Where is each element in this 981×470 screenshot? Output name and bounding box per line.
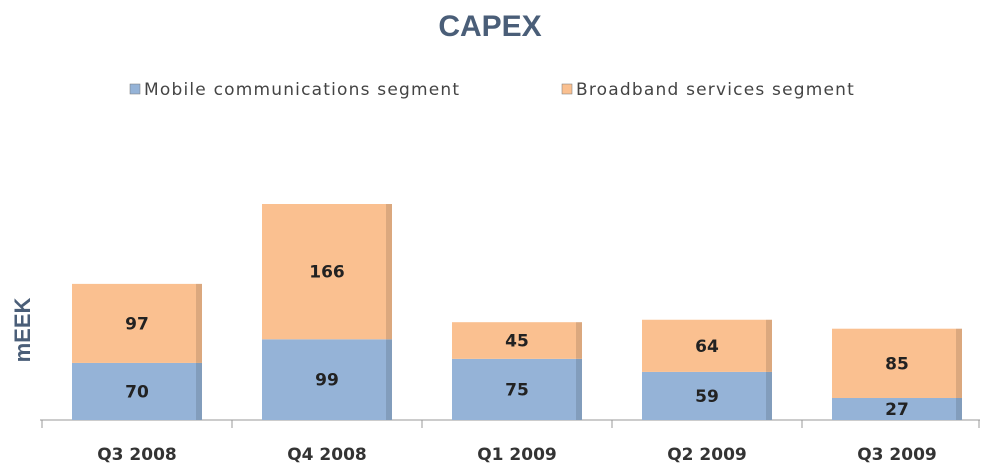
- bar-segment: [72, 283, 202, 363]
- bar-shade: [766, 371, 772, 420]
- x-tick-label: Q3 2009: [857, 445, 937, 465]
- bar-segment: [642, 319, 772, 372]
- bar-segment: [452, 358, 582, 420]
- bar-shade: [196, 362, 202, 420]
- legend-marker: [129, 83, 141, 95]
- value-label: 85: [885, 354, 909, 374]
- value-label: 27: [885, 400, 909, 420]
- legend-label: Broadband services segment: [576, 80, 855, 100]
- bar-segment: [642, 371, 772, 420]
- bar-shade: [956, 328, 962, 398]
- bar-segment: [452, 322, 582, 359]
- bar-segment: [262, 339, 392, 420]
- bar-shade: [386, 204, 392, 340]
- value-label: 166: [309, 263, 345, 283]
- bar-shade: [386, 339, 392, 420]
- x-tick-label: Q2 2009: [667, 445, 747, 465]
- bar-shade: [956, 397, 962, 420]
- legend-marker: [561, 83, 573, 95]
- bar-shade: [576, 358, 582, 420]
- value-label: 99: [315, 371, 339, 391]
- value-label: 75: [505, 380, 529, 400]
- bar-shade: [196, 283, 202, 363]
- x-tick-label: Q3 2008: [97, 445, 177, 465]
- bar-shade: [766, 319, 772, 372]
- value-label: 64: [695, 337, 719, 357]
- value-label: 97: [125, 314, 149, 334]
- bar-segment: [832, 397, 962, 420]
- chart-title: CAPEX: [438, 10, 541, 43]
- value-label: 70: [125, 382, 149, 402]
- value-label: 45: [505, 332, 529, 352]
- x-tick-label: Q4 2008: [287, 445, 367, 465]
- x-tick-label: Q1 2009: [477, 445, 557, 465]
- y-axis-label: mEEK: [10, 297, 35, 362]
- bar-segment: [832, 328, 962, 398]
- bar-segment: [72, 362, 202, 420]
- bar-segment: [262, 204, 392, 340]
- bar-shade: [576, 322, 582, 359]
- value-label: 59: [695, 387, 719, 407]
- legend-label: Mobile communications segment: [144, 80, 460, 100]
